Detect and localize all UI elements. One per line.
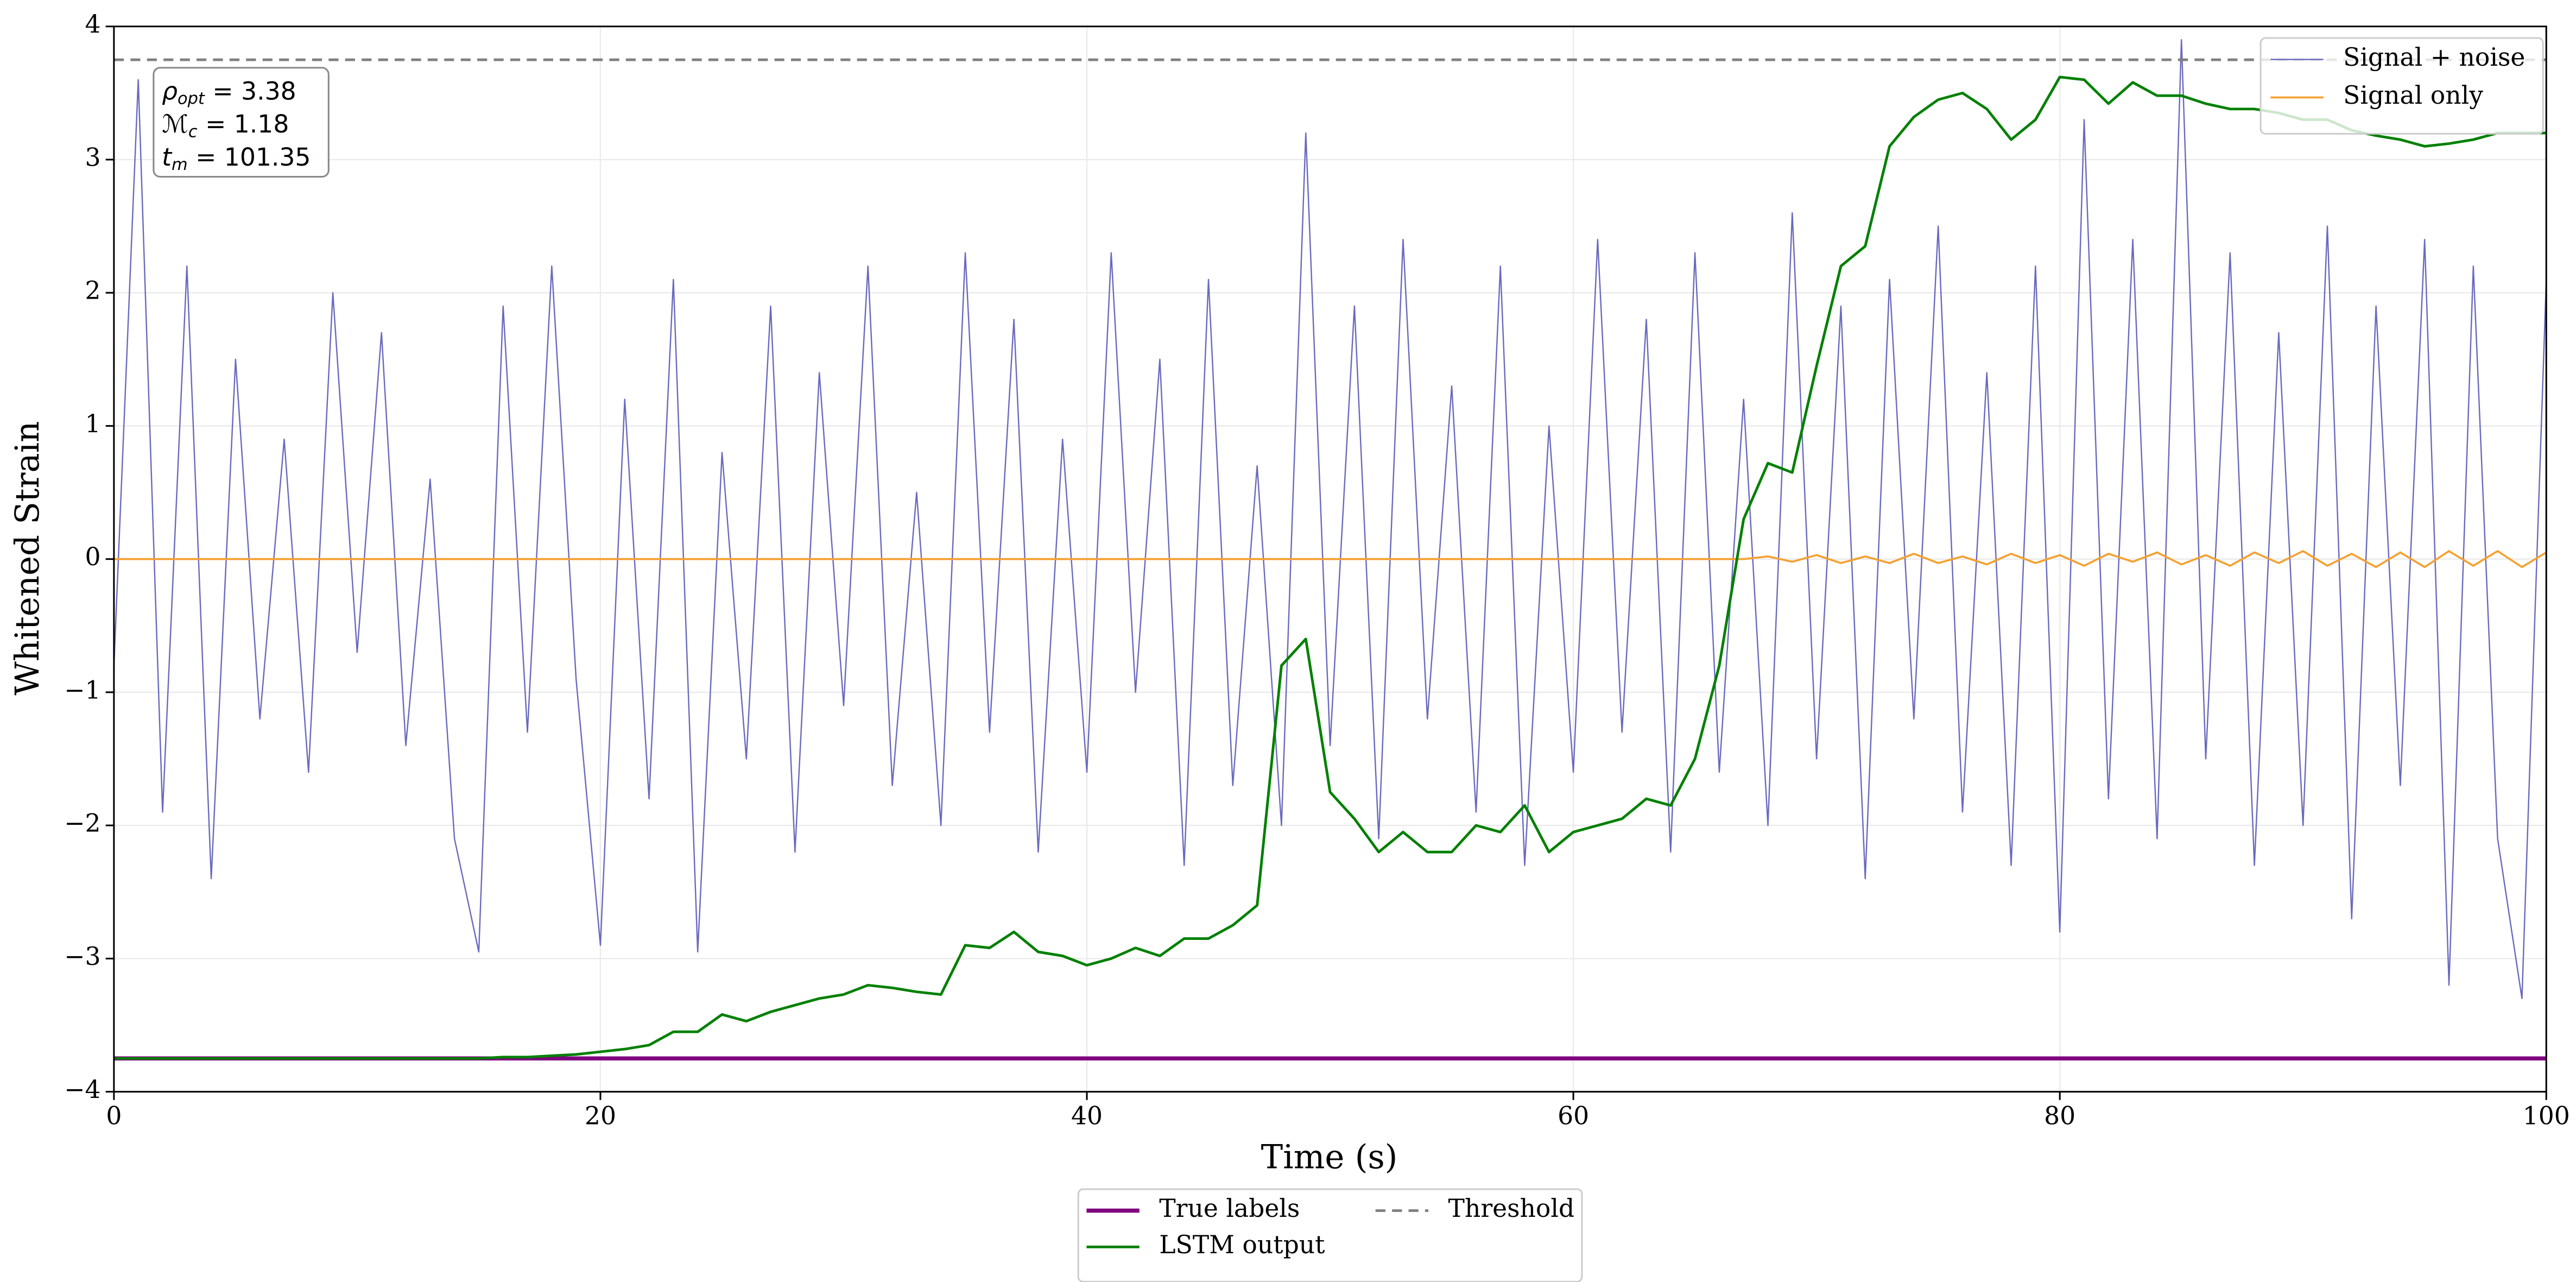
- x-tick-label: 100: [2523, 1102, 2570, 1131]
- annotation: ρopt = 3.38: [162, 77, 296, 108]
- y-tick-label: 2: [85, 276, 101, 305]
- x-tick-label: 0: [106, 1102, 122, 1131]
- legend-label: True labels: [1159, 1194, 1300, 1223]
- y-tick-label: 0: [85, 542, 101, 571]
- x-tick-label: 40: [1071, 1102, 1103, 1131]
- annotation-symbol: ρ: [162, 77, 178, 105]
- x-tick-label: 80: [2044, 1102, 2075, 1131]
- annotation-symbol: ℳ: [162, 110, 188, 138]
- annotation-text: = 3.38: [205, 77, 296, 105]
- y-tick-label: −1: [64, 675, 100, 704]
- series-line: [113, 75, 2547, 1060]
- y-tick-label: 3: [85, 143, 101, 172]
- y-tick-label: 1: [85, 409, 101, 438]
- y-tick-label: −3: [64, 942, 100, 971]
- x-tick-label: 20: [585, 1102, 616, 1131]
- annotation-symbol: t: [162, 143, 173, 172]
- x-axis-label: Time (s): [1261, 1138, 1398, 1176]
- legend-box: [1077, 1188, 1583, 1282]
- y-tick-label: −2: [64, 809, 100, 838]
- y-tick-label: −4: [64, 1075, 100, 1104]
- legend-label: LSTM output: [1159, 1230, 1325, 1259]
- legend-label: Threshold: [1448, 1194, 1575, 1223]
- annotation-text: = 1.18: [198, 110, 289, 138]
- legend-label: Signal only: [2343, 81, 2483, 110]
- annotation-subscript: opt: [178, 89, 205, 108]
- annotation-subscript: m: [172, 155, 188, 174]
- annotation-box: [153, 67, 330, 178]
- annotation-text: = 101.35: [188, 143, 311, 172]
- legend-label: Signal + noise: [2343, 43, 2525, 72]
- y-axis-label: Whitened Strain: [9, 421, 47, 696]
- annotation-subscript: c: [188, 122, 198, 141]
- x-tick-label: 60: [1558, 1102, 1589, 1131]
- series-line: [113, 39, 2547, 1000]
- legend-box: [2259, 37, 2544, 135]
- plot-frame: [113, 26, 2547, 1093]
- annotation: tm = 101.35: [162, 143, 311, 174]
- y-tick-label: 4: [85, 10, 101, 39]
- series-line: [113, 550, 2547, 569]
- annotation: ℳc = 1.18: [162, 110, 289, 141]
